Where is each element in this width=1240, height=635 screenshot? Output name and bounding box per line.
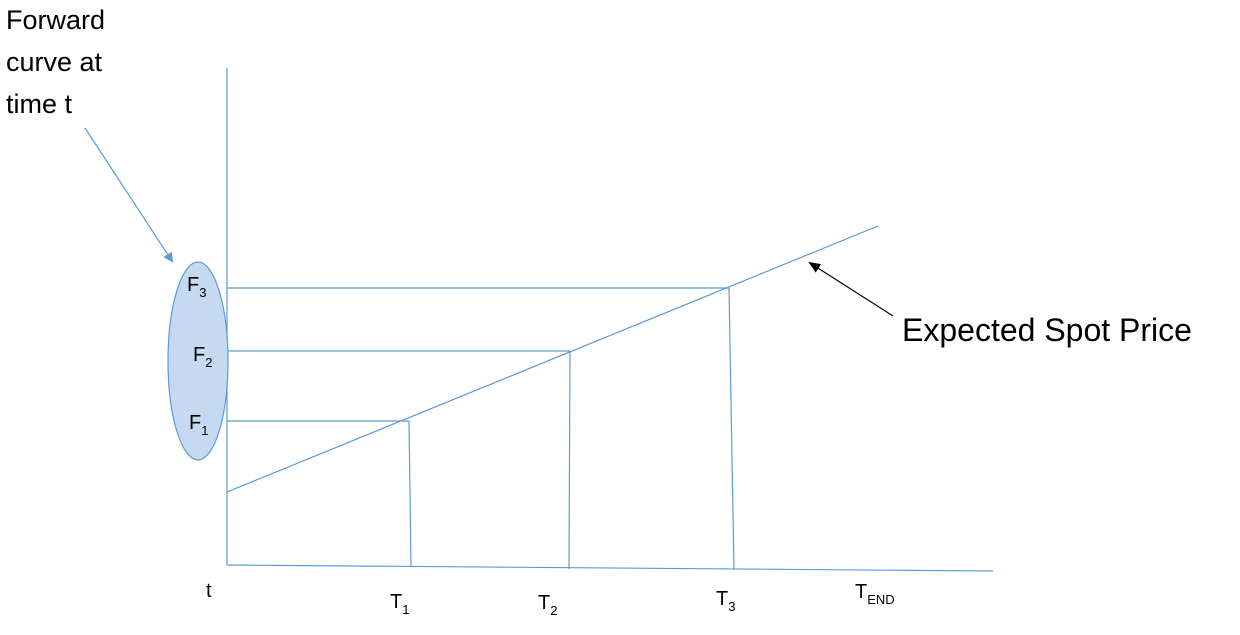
t1-label: T1 bbox=[390, 591, 409, 617]
f1-label: F1 bbox=[189, 412, 208, 438]
f3-label: F3 bbox=[187, 274, 206, 300]
t2-vertical-line bbox=[568, 350, 571, 570]
t-axis-label: t bbox=[206, 580, 212, 602]
t2-label: T2 bbox=[538, 592, 557, 618]
annotation-arrow bbox=[84, 127, 174, 263]
annotation-line-1: Forward bbox=[6, 5, 105, 35]
expected-spot-price-line bbox=[226, 225, 879, 493]
callout-arrow bbox=[808, 261, 894, 317]
t1-vertical-line bbox=[408, 420, 412, 568]
f2-label: F2 bbox=[193, 344, 212, 370]
t3-label: T3 bbox=[716, 588, 735, 614]
x-axis bbox=[226, 564, 994, 572]
annotation-line-2: curve at bbox=[6, 47, 103, 77]
t3-vertical-line bbox=[728, 287, 735, 571]
expected-spot-price-label: Expected Spot Price bbox=[902, 312, 1192, 348]
annotation-line-3: time t bbox=[6, 89, 73, 119]
forward-curve-ellipse bbox=[167, 261, 229, 461]
tend-label: TEND bbox=[855, 581, 895, 607]
